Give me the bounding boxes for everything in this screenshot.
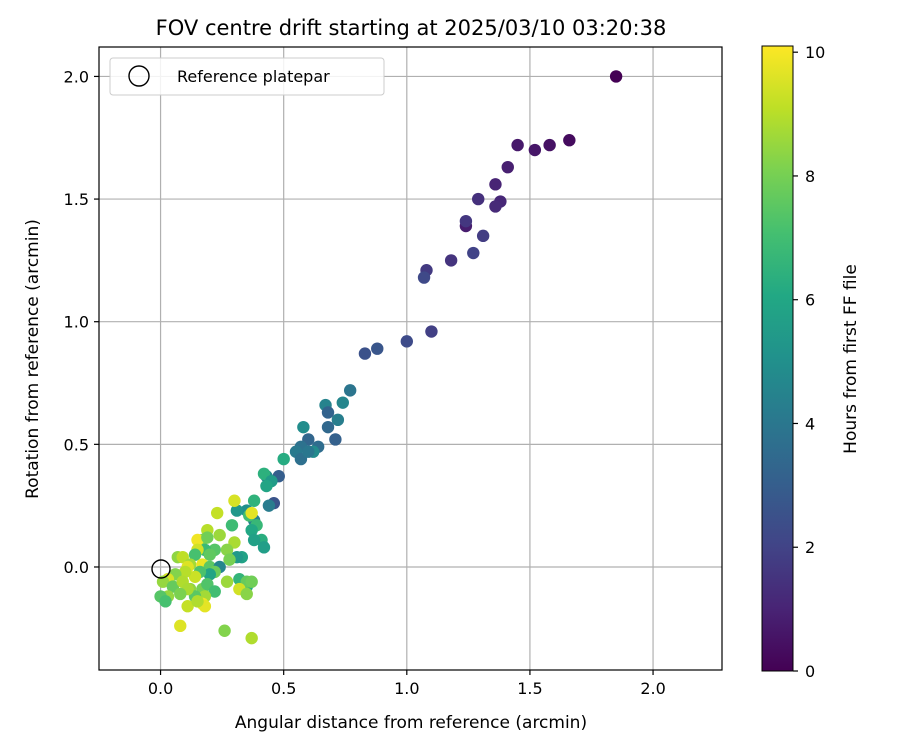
data-point bbox=[213, 528, 226, 542]
colorbar-tick-label: 0 bbox=[805, 662, 815, 681]
data-point bbox=[400, 335, 414, 348]
data-points bbox=[154, 70, 623, 645]
y-tick-label: 1.5 bbox=[64, 190, 89, 209]
legend: Reference platepar bbox=[109, 57, 385, 96]
data-point bbox=[188, 548, 202, 561]
y-axis-label: Rotation from reference (arcmin) bbox=[23, 219, 43, 499]
data-point bbox=[257, 541, 271, 554]
data-point bbox=[188, 570, 202, 583]
data-point bbox=[331, 413, 345, 427]
colorbar: 0 2 4 6 8 10 Hours from first FF file bbox=[761, 43, 861, 681]
data-point bbox=[220, 543, 234, 557]
data-point bbox=[358, 347, 372, 360]
data-point bbox=[220, 575, 234, 588]
data-point bbox=[203, 568, 217, 581]
data-point bbox=[371, 342, 384, 355]
data-point bbox=[191, 595, 204, 608]
data-point bbox=[277, 452, 290, 466]
data-point bbox=[228, 494, 241, 507]
y-axis-ticks: 0.0 0.5 1.0 1.5 2.0 bbox=[64, 67, 99, 577]
data-point bbox=[245, 506, 258, 520]
data-point bbox=[467, 246, 480, 260]
legend-label: Reference platepar bbox=[177, 67, 330, 86]
data-point bbox=[329, 433, 342, 446]
data-point bbox=[528, 143, 542, 157]
data-point bbox=[201, 531, 214, 544]
legend-open-circle-icon bbox=[128, 65, 150, 87]
data-point bbox=[225, 519, 239, 532]
data-point bbox=[203, 548, 217, 561]
data-point bbox=[159, 595, 172, 608]
x-tick-label: 0.5 bbox=[271, 679, 296, 698]
colorbar-tick-label: 10 bbox=[805, 43, 825, 62]
data-point bbox=[178, 565, 192, 579]
data-point bbox=[210, 506, 224, 520]
data-point bbox=[260, 479, 273, 493]
data-point bbox=[343, 384, 357, 397]
colorbar-tick-label: 4 bbox=[805, 414, 815, 433]
legend-box bbox=[109, 57, 385, 96]
data-point bbox=[297, 420, 310, 434]
data-point bbox=[476, 229, 490, 243]
y-tick-label: 1.0 bbox=[64, 313, 89, 332]
x-tick-label: 0.0 bbox=[148, 679, 173, 698]
data-point bbox=[459, 214, 473, 228]
x-axis-ticks: 0.0 0.5 1.0 1.5 2.0 bbox=[148, 670, 666, 698]
data-point bbox=[240, 587, 253, 601]
data-point bbox=[321, 420, 335, 434]
reference-platepar-marker bbox=[151, 559, 171, 579]
data-point bbox=[247, 533, 261, 547]
x-tick-label: 2.0 bbox=[640, 679, 665, 698]
data-point bbox=[247, 494, 261, 507]
colorbar-tick-label: 2 bbox=[805, 538, 815, 557]
data-point bbox=[489, 178, 502, 191]
data-point bbox=[174, 587, 187, 601]
data-point bbox=[543, 138, 556, 152]
plot-frame bbox=[98, 46, 723, 671]
x-tick-label: 1.0 bbox=[394, 679, 419, 698]
data-point bbox=[245, 575, 258, 588]
colorbar-tick-label: 8 bbox=[805, 167, 815, 186]
colorbar-tick-label: 6 bbox=[805, 291, 815, 310]
data-point bbox=[223, 553, 236, 566]
y-tick-label: 0.0 bbox=[64, 558, 89, 577]
data-point bbox=[489, 200, 502, 213]
data-point bbox=[230, 504, 244, 517]
data-point bbox=[174, 619, 187, 633]
data-point bbox=[417, 271, 431, 284]
data-point bbox=[208, 585, 221, 598]
data-point bbox=[262, 499, 276, 512]
data-point bbox=[609, 70, 623, 83]
data-point bbox=[191, 533, 204, 547]
data-point bbox=[563, 134, 576, 147]
data-point bbox=[321, 406, 335, 419]
data-point bbox=[425, 325, 438, 338]
data-point bbox=[245, 631, 258, 645]
data-point bbox=[336, 396, 349, 409]
data-point bbox=[218, 624, 231, 637]
colorbar-ticks: 0 2 4 6 8 10 bbox=[793, 43, 825, 681]
x-axis-label: Angular distance from reference (arcmin) bbox=[235, 713, 587, 733]
colorbar-gradient bbox=[761, 45, 794, 672]
data-point bbox=[302, 445, 315, 458]
x-tick-label: 1.5 bbox=[517, 679, 542, 698]
data-point bbox=[472, 192, 485, 206]
data-point bbox=[501, 160, 514, 174]
chart-title: FOV centre drift starting at 2025/03/10 … bbox=[156, 16, 667, 40]
y-tick-label: 0.5 bbox=[64, 435, 89, 454]
y-tick-label: 2.0 bbox=[64, 67, 89, 86]
data-point bbox=[511, 138, 524, 152]
data-point bbox=[245, 523, 258, 537]
colorbar-label: Hours from first FF file bbox=[841, 264, 861, 454]
data-point bbox=[181, 600, 194, 613]
data-point bbox=[444, 254, 458, 267]
